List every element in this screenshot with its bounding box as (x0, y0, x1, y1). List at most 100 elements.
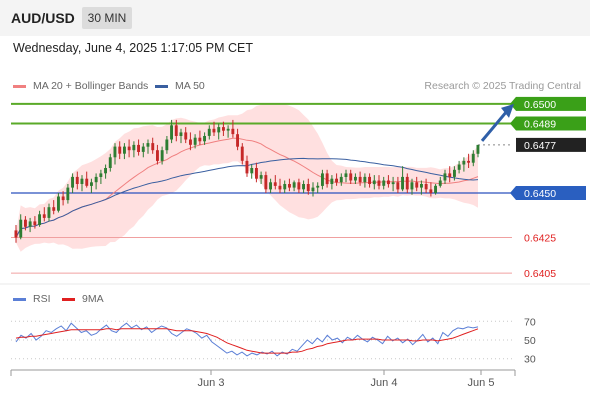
candle-body (339, 176, 343, 183)
level-label-0.6477: 0.6477 (524, 140, 556, 152)
candle-body (349, 173, 353, 181)
watermark: Research © 2025 Trading Central (424, 80, 581, 92)
candle (174, 119, 178, 142)
candle-body (471, 153, 475, 163)
level-label-bg-0.6450 (516, 186, 586, 200)
candle (429, 182, 433, 197)
candle-body (179, 132, 183, 136)
datetime-label: Wednesday, June 4, 2025 1:17:05 PM CET (13, 41, 253, 55)
candle-body (462, 160, 466, 165)
candle-body (259, 175, 263, 179)
candle-body (363, 176, 367, 183)
candle (240, 143, 244, 165)
candle-body (377, 180, 381, 186)
level-label-bg-0.6500 (516, 96, 586, 111)
candle-body (217, 127, 221, 133)
candle (198, 130, 202, 145)
candle (90, 178, 93, 193)
candle (382, 176, 386, 190)
candle (467, 153, 470, 168)
candle (354, 173, 357, 184)
candle (250, 164, 254, 179)
candle (170, 119, 173, 144)
candle (217, 123, 221, 140)
candle-body (387, 180, 390, 185)
ma50-legend-swatch (155, 85, 168, 88)
forecast-arrow-head (501, 103, 514, 118)
candle-body (255, 168, 258, 179)
candle-body (57, 196, 60, 211)
candle (193, 134, 197, 149)
level-label-0.6500: 0.6500 (524, 99, 556, 111)
candle-body (306, 184, 310, 192)
candle (207, 125, 211, 140)
timeframe-button[interactable]: 30 MIN (82, 7, 132, 29)
candle (363, 173, 367, 188)
candle (269, 178, 272, 193)
candle (278, 178, 282, 193)
candle (377, 175, 381, 190)
level-label-0.6425: 0.6425 (524, 233, 556, 245)
candle-body (99, 173, 103, 177)
candle (156, 144, 159, 165)
candle-body (80, 178, 84, 184)
candle (330, 175, 334, 190)
candle-body (240, 146, 244, 161)
candle-body (410, 182, 414, 190)
candle (401, 166, 404, 192)
ma20-legend-label: MA 20 + Bollinger Bands (33, 80, 149, 92)
rsi-tick-label-50: 50 (524, 335, 536, 347)
candle-body (203, 136, 206, 142)
x-tick-label-0: Jun 3 (198, 377, 225, 389)
candle-body (316, 185, 320, 188)
candle (462, 157, 466, 172)
candle-body (160, 150, 164, 161)
candle (372, 175, 376, 190)
candle (453, 166, 456, 181)
candle (457, 160, 461, 174)
candle (292, 180, 296, 192)
candle-body (118, 146, 122, 154)
candle (438, 176, 442, 188)
candle-body (278, 185, 282, 190)
x-tick-label-2: Jun 5 (468, 377, 495, 389)
candle-body (132, 144, 136, 151)
candle (71, 173, 74, 193)
x-tick-label-1: Jun 4 (371, 377, 398, 389)
candle-body (198, 137, 202, 142)
candle (302, 180, 305, 193)
candle-body (189, 139, 192, 145)
candle-body (467, 160, 470, 163)
candle (264, 171, 268, 193)
rsi-tick-label-30: 30 (524, 354, 536, 366)
candle (203, 132, 206, 145)
candle-body (137, 144, 140, 152)
candle-body (302, 184, 305, 190)
candle-body (297, 182, 301, 190)
candle (61, 191, 65, 206)
candle-body (396, 182, 400, 190)
candle (349, 169, 353, 184)
candle (24, 216, 27, 231)
candle-body (38, 214, 41, 225)
candle (448, 166, 452, 183)
candle (66, 184, 70, 204)
candle (104, 164, 107, 179)
candle (99, 169, 103, 184)
candle-body (330, 178, 334, 184)
level-label-bg-0.6477 (516, 137, 586, 152)
chart-header: AUD/USD 30 MIN (0, 0, 590, 36)
candle (52, 200, 56, 215)
candle (236, 128, 239, 151)
candle-body (113, 146, 117, 158)
bollinger-band (16, 103, 478, 252)
candle (19, 214, 23, 240)
candle (141, 143, 145, 158)
candle (283, 180, 287, 193)
candle (443, 169, 447, 184)
candle (245, 155, 249, 177)
candle (325, 169, 329, 188)
candle-body (61, 196, 65, 201)
candle (410, 178, 414, 195)
